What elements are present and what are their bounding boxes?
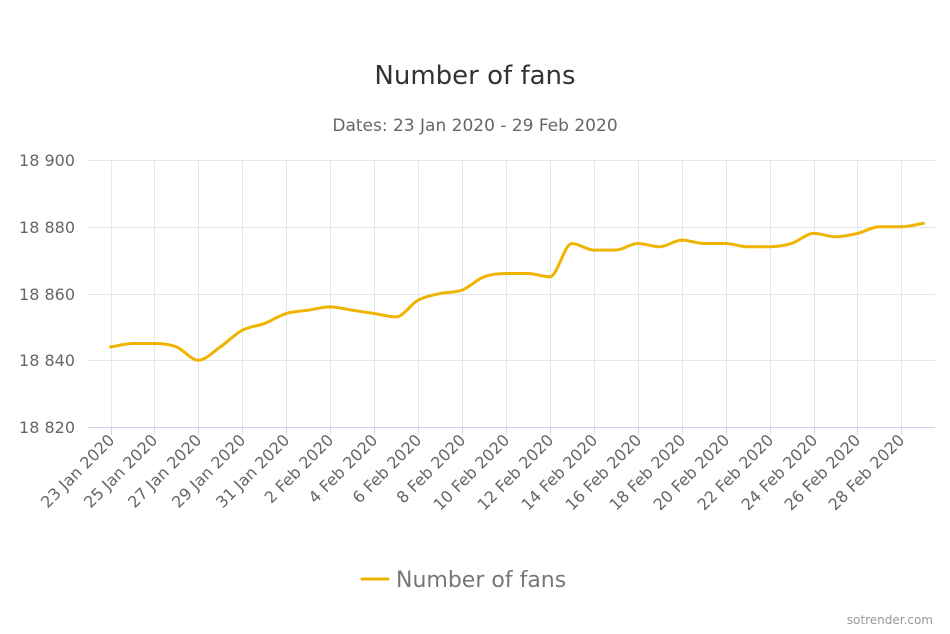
chart-subtitle: Dates: 23 Jan 2020 - 29 Feb 2020 (332, 116, 617, 136)
legend[interactable]: Number of fans (360, 568, 566, 593)
series-layer (109, 221, 925, 362)
y-tick-label: 18 860 (19, 285, 75, 304)
credit-text[interactable]: sotrender.com (847, 613, 933, 627)
y-tick-label: 18 900 (19, 151, 75, 170)
y-tick-label: 18 820 (19, 418, 75, 437)
y-tick-label: 18 880 (19, 218, 75, 237)
legend-label[interactable]: Number of fans (396, 568, 566, 593)
grid (88, 160, 935, 435)
chart-title: Number of fans (374, 61, 575, 91)
y-axis-ticks: 18 820 18 840 18 860 18 880 18 900 (19, 151, 75, 437)
y-tick-label: 18 840 (19, 351, 75, 370)
series-line-number-of-fans[interactable] (109, 221, 925, 362)
